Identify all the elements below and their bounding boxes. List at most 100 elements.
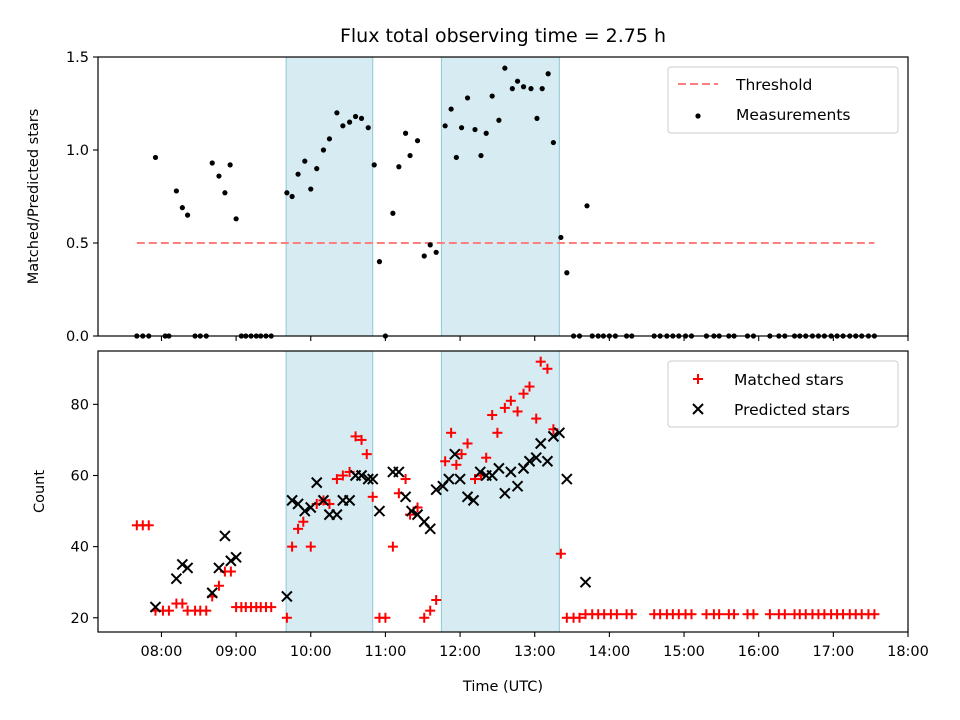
predicted-point — [331, 508, 343, 521]
predicted-point — [170, 572, 183, 585]
predicted-point — [355, 469, 368, 482]
matched-point — [225, 566, 236, 577]
matched-point — [779, 609, 790, 620]
bottom-legend-predicted-swatch — [692, 403, 704, 415]
bottom-x-ticks: 08:00 09:00 10:00 11:00 12:00 13:00 14:00 15:00… — [141, 632, 929, 660]
matched-point — [298, 516, 309, 527]
measurement-point — [308, 186, 314, 192]
measurement-point — [302, 158, 308, 164]
measurement-point — [421, 253, 427, 259]
matched-point — [213, 580, 224, 591]
bottom-xtick-label: 16:00 — [738, 644, 780, 660]
matched-point — [425, 605, 436, 616]
matched-point — [535, 356, 546, 367]
matched-point — [487, 410, 498, 421]
matched-point — [470, 474, 481, 485]
shaded-interval-1 — [285, 56, 374, 337]
predicted-point — [311, 476, 323, 489]
measurement-point — [396, 164, 402, 170]
matched-point — [419, 612, 430, 623]
predicted-point — [493, 462, 505, 475]
matched-point — [492, 427, 503, 438]
predicted-point — [299, 505, 311, 517]
measurement-point — [489, 93, 495, 99]
bottom-legend-box — [667, 360, 899, 428]
top-axes-frame — [97, 56, 909, 337]
bottom-ytick-label: 80 — [71, 397, 89, 413]
measurement-point — [427, 242, 433, 248]
matched-point — [714, 609, 725, 620]
measurement-point — [222, 190, 228, 196]
matched-point — [400, 474, 411, 485]
measurement-point — [152, 154, 159, 161]
top-x-ticks — [160, 336, 909, 341]
predicted-point — [219, 530, 231, 542]
matched-point — [524, 381, 535, 392]
predicted-point — [405, 505, 418, 517]
bottom-axes-frame — [97, 350, 909, 633]
top-legend-threshold-label: Threshold — [735, 76, 812, 94]
predicted-point — [511, 480, 524, 492]
measurement-point — [442, 123, 448, 129]
predicted-point — [367, 473, 379, 485]
matched-point — [431, 594, 442, 605]
bottom-ytick-label: 20 — [71, 611, 89, 627]
measurement-point — [539, 86, 545, 92]
top-ytick-label: 0.5 — [66, 236, 89, 252]
matched-point — [331, 474, 342, 485]
matched-point — [574, 612, 585, 623]
predicted-point — [281, 590, 293, 603]
predicted-point — [430, 484, 442, 496]
bottom-xtick-label: 15:00 — [663, 644, 705, 660]
bottom-y-axis-label: Count — [32, 470, 48, 513]
measurement-point — [509, 86, 515, 92]
bottom-xtick-label: 14:00 — [588, 644, 630, 660]
measurement-point — [326, 136, 333, 142]
measurement-point — [514, 78, 521, 84]
measurement-point — [545, 71, 551, 77]
matched-point — [446, 427, 457, 438]
predicted-point — [213, 562, 225, 574]
matched-point — [387, 541, 398, 552]
top-ytick-label: 1.0 — [66, 143, 89, 159]
measurement-point — [407, 152, 413, 159]
matched-point — [143, 520, 154, 531]
bottom-shaded-intervals — [285, 350, 560, 633]
top-ytick-label: 0.0 — [66, 329, 89, 345]
measurement-point — [453, 154, 459, 161]
predicted-point — [225, 555, 237, 567]
matched-point — [177, 598, 188, 609]
measurement-point — [233, 216, 239, 222]
measurement-point — [564, 270, 570, 276]
matched-point — [611, 609, 622, 620]
matched-point — [626, 609, 637, 620]
top-legend-box — [667, 66, 899, 134]
predicted-point — [393, 466, 405, 478]
top-legend-measurement-swatch — [695, 113, 701, 119]
measurement-point — [390, 210, 396, 216]
predicted-point — [454, 473, 466, 485]
measurement-point — [458, 125, 465, 131]
matched-point — [281, 612, 292, 623]
bottom-xtick-label: 12:00 — [439, 644, 481, 660]
matched-point — [505, 395, 516, 406]
bottom-legend-predicted-label: Predicted stars — [734, 401, 850, 419]
top-ytick-label: 1.5 — [66, 50, 89, 66]
measurement-point — [320, 147, 327, 153]
measurement-point — [478, 152, 484, 159]
predicted-point — [523, 455, 536, 467]
predicted-point — [176, 558, 189, 571]
predicted-point — [541, 455, 554, 467]
matched-point — [287, 541, 298, 552]
predicted-point — [206, 587, 218, 599]
measurement-point — [520, 84, 527, 90]
predicted-point — [449, 448, 461, 460]
predicted-point — [373, 505, 386, 517]
bottom-legend: Matched stars Predicted stars — [667, 360, 899, 428]
matched-point — [367, 491, 378, 502]
matched-point — [440, 456, 451, 467]
matched-point — [356, 434, 367, 445]
matched-point — [380, 612, 391, 623]
bottom-x-axis-label: Time (UTC) — [462, 679, 543, 695]
